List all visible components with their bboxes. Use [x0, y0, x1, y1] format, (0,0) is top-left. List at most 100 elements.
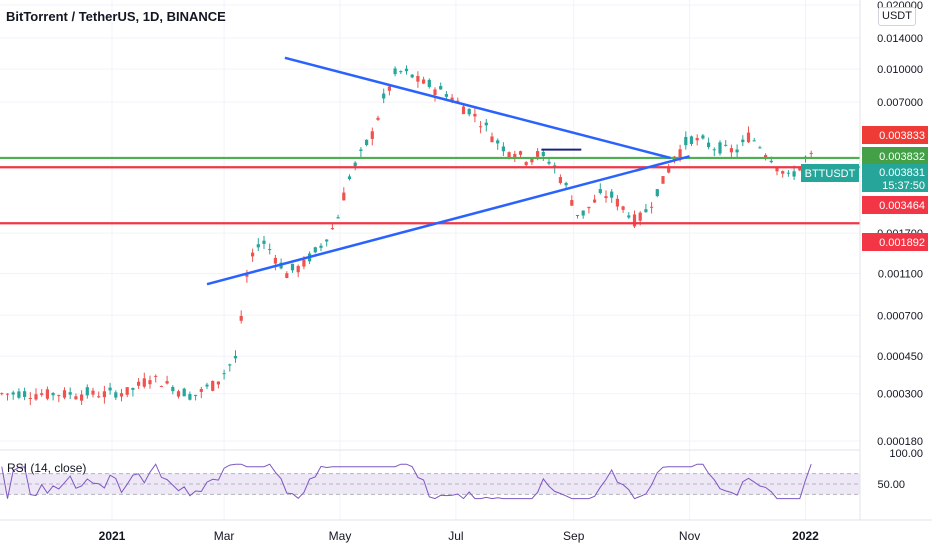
candle-body [205, 384, 209, 387]
candle-body [575, 215, 580, 217]
candle-body [23, 391, 27, 397]
candle [233, 350, 238, 363]
time-tick-label: Sep [563, 529, 585, 543]
candle [137, 378, 141, 389]
time-tick-label: Nov [679, 529, 700, 543]
candle [410, 74, 414, 79]
price-tick-label: 0.000450 [877, 351, 923, 363]
candle [593, 194, 597, 204]
candle [416, 71, 420, 88]
candle-body [285, 273, 289, 279]
candle [496, 138, 500, 150]
candle [245, 269, 249, 283]
price-label-text: 0.003464 [879, 200, 925, 212]
candle [439, 82, 443, 90]
candle [205, 382, 209, 389]
candle-body [570, 200, 574, 206]
candle [125, 387, 129, 398]
candle [57, 394, 61, 403]
rsi-line [1, 463, 812, 500]
candle-body [182, 388, 186, 397]
candle [456, 97, 460, 102]
time-tick-label: Jul [448, 529, 463, 543]
candle-body [159, 386, 163, 388]
candle-body [262, 240, 266, 244]
candle [342, 187, 346, 201]
candle [735, 144, 739, 158]
candle-body [91, 390, 95, 395]
candle [171, 385, 175, 395]
candle-body [137, 381, 141, 386]
candle [119, 388, 124, 402]
candle [684, 131, 688, 150]
candle [0, 392, 4, 396]
candle-body [456, 100, 460, 102]
candle [558, 174, 562, 185]
candle [707, 137, 711, 150]
candle [610, 189, 614, 203]
candle-body [450, 97, 454, 102]
candle [621, 205, 625, 213]
candle-body [17, 391, 21, 398]
candle-body [621, 206, 625, 210]
candle-body [518, 151, 523, 155]
candle-body [712, 149, 716, 151]
candle [325, 239, 329, 247]
currency-button[interactable]: USDT [878, 7, 916, 26]
candle [484, 119, 488, 132]
candle [40, 389, 44, 397]
price-label-box: 0.003832 [862, 147, 928, 165]
candle-body [102, 391, 106, 398]
candle-body [461, 106, 466, 115]
candle-body [336, 217, 340, 219]
price-label-box: 0.001892 [862, 233, 928, 251]
candle-body [809, 152, 813, 154]
candle-body [330, 228, 334, 230]
price-label-bg [862, 126, 928, 144]
candle [513, 150, 517, 163]
candle-body [615, 198, 619, 207]
candle-body [131, 388, 135, 390]
trendline [206, 155, 690, 286]
price-tick-label: 0.001100 [878, 268, 923, 280]
price-label-bg [862, 164, 928, 192]
rsi-tick-label: 100.00 [889, 448, 923, 460]
grid-lines [0, 0, 860, 520]
candle-body [781, 171, 785, 174]
chart-title: BitTorrent / TetherUS, 1D, BINANCE [6, 9, 226, 24]
candle-body [347, 176, 352, 180]
candle [34, 388, 38, 401]
candle-body [798, 166, 802, 171]
candle [467, 108, 471, 117]
candle [62, 387, 67, 400]
candle-body [11, 392, 15, 395]
candle [444, 91, 448, 99]
candle-body [80, 394, 84, 401]
candle [518, 150, 523, 158]
candle-body [0, 393, 4, 395]
candle-body [216, 381, 220, 385]
candle-body [604, 196, 608, 199]
candle-body [558, 177, 562, 184]
candle-body [359, 149, 363, 152]
candle-body [496, 140, 500, 144]
candle [479, 120, 483, 134]
candle [490, 132, 494, 143]
price-tick-label: 0.014000 [877, 33, 923, 45]
candle [5, 393, 10, 401]
candle-body [222, 373, 226, 375]
candle [758, 145, 762, 149]
candle [724, 140, 728, 147]
candle-body [296, 265, 300, 273]
candle [501, 142, 505, 156]
candle [359, 147, 363, 158]
candle-body [376, 117, 380, 120]
candle [427, 78, 431, 89]
candle-body [718, 142, 722, 154]
candle [353, 161, 357, 171]
candle [256, 238, 260, 252]
candle-body [416, 75, 420, 82]
candle-body [148, 380, 152, 385]
